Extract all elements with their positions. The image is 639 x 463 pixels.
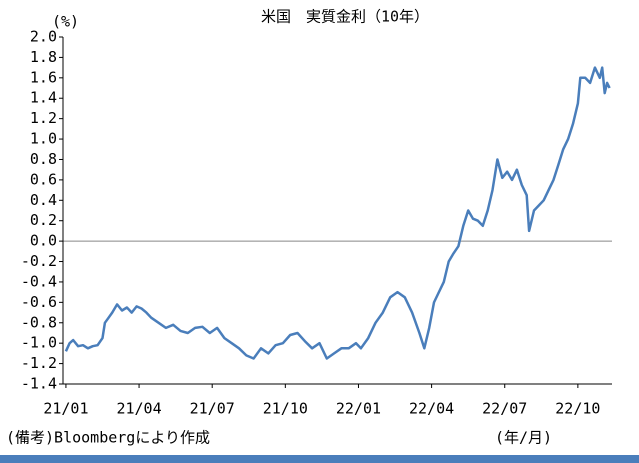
y-tick-label: -1.2 xyxy=(21,354,57,372)
y-tick-label: 0.6 xyxy=(30,170,57,188)
y-tick-label: 1.2 xyxy=(30,109,57,127)
series-line xyxy=(64,66,611,360)
y-tick-label: -0.4 xyxy=(21,272,57,290)
y-tick-label: -0.6 xyxy=(21,293,57,311)
source-note: (備考)Bloombergにより作成 xyxy=(6,429,210,447)
x-tick-label: 21/10 xyxy=(263,400,308,418)
y-tick-label: 0.4 xyxy=(30,191,57,209)
y-tick-label: -0.2 xyxy=(21,252,57,270)
chart-title: 米国 実質金利（10年） xyxy=(261,8,429,26)
x-tick-label: 21/01 xyxy=(43,400,88,418)
x-tick-label: 21/04 xyxy=(116,400,161,418)
bottom-band xyxy=(0,455,639,463)
y-tick-label: 1.8 xyxy=(30,48,57,66)
y-tick-label: 2.0 xyxy=(30,28,57,46)
y-tick-label: 0.0 xyxy=(30,232,57,250)
x-tick-label: 22/04 xyxy=(409,400,454,418)
x-unit-label: (年/月) xyxy=(495,429,552,447)
x-tick-label: 22/01 xyxy=(336,400,381,418)
y-unit-label: (%) xyxy=(52,13,79,31)
y-tick-label: 0.2 xyxy=(30,211,57,229)
x-tick-label: 21/07 xyxy=(190,400,235,418)
y-tick-label: 1.0 xyxy=(30,130,57,148)
x-tick-label: 22/10 xyxy=(555,400,600,418)
y-tick-label: -0.8 xyxy=(21,313,57,331)
y-tick-label: 0.8 xyxy=(30,150,57,168)
y-tick-label: -1.0 xyxy=(21,334,57,352)
y-tick-label: -1.4 xyxy=(21,375,57,393)
x-tick-label: 22/07 xyxy=(482,400,527,418)
y-tick-label: 1.6 xyxy=(30,68,57,86)
y-tick-label: 1.4 xyxy=(30,89,57,107)
